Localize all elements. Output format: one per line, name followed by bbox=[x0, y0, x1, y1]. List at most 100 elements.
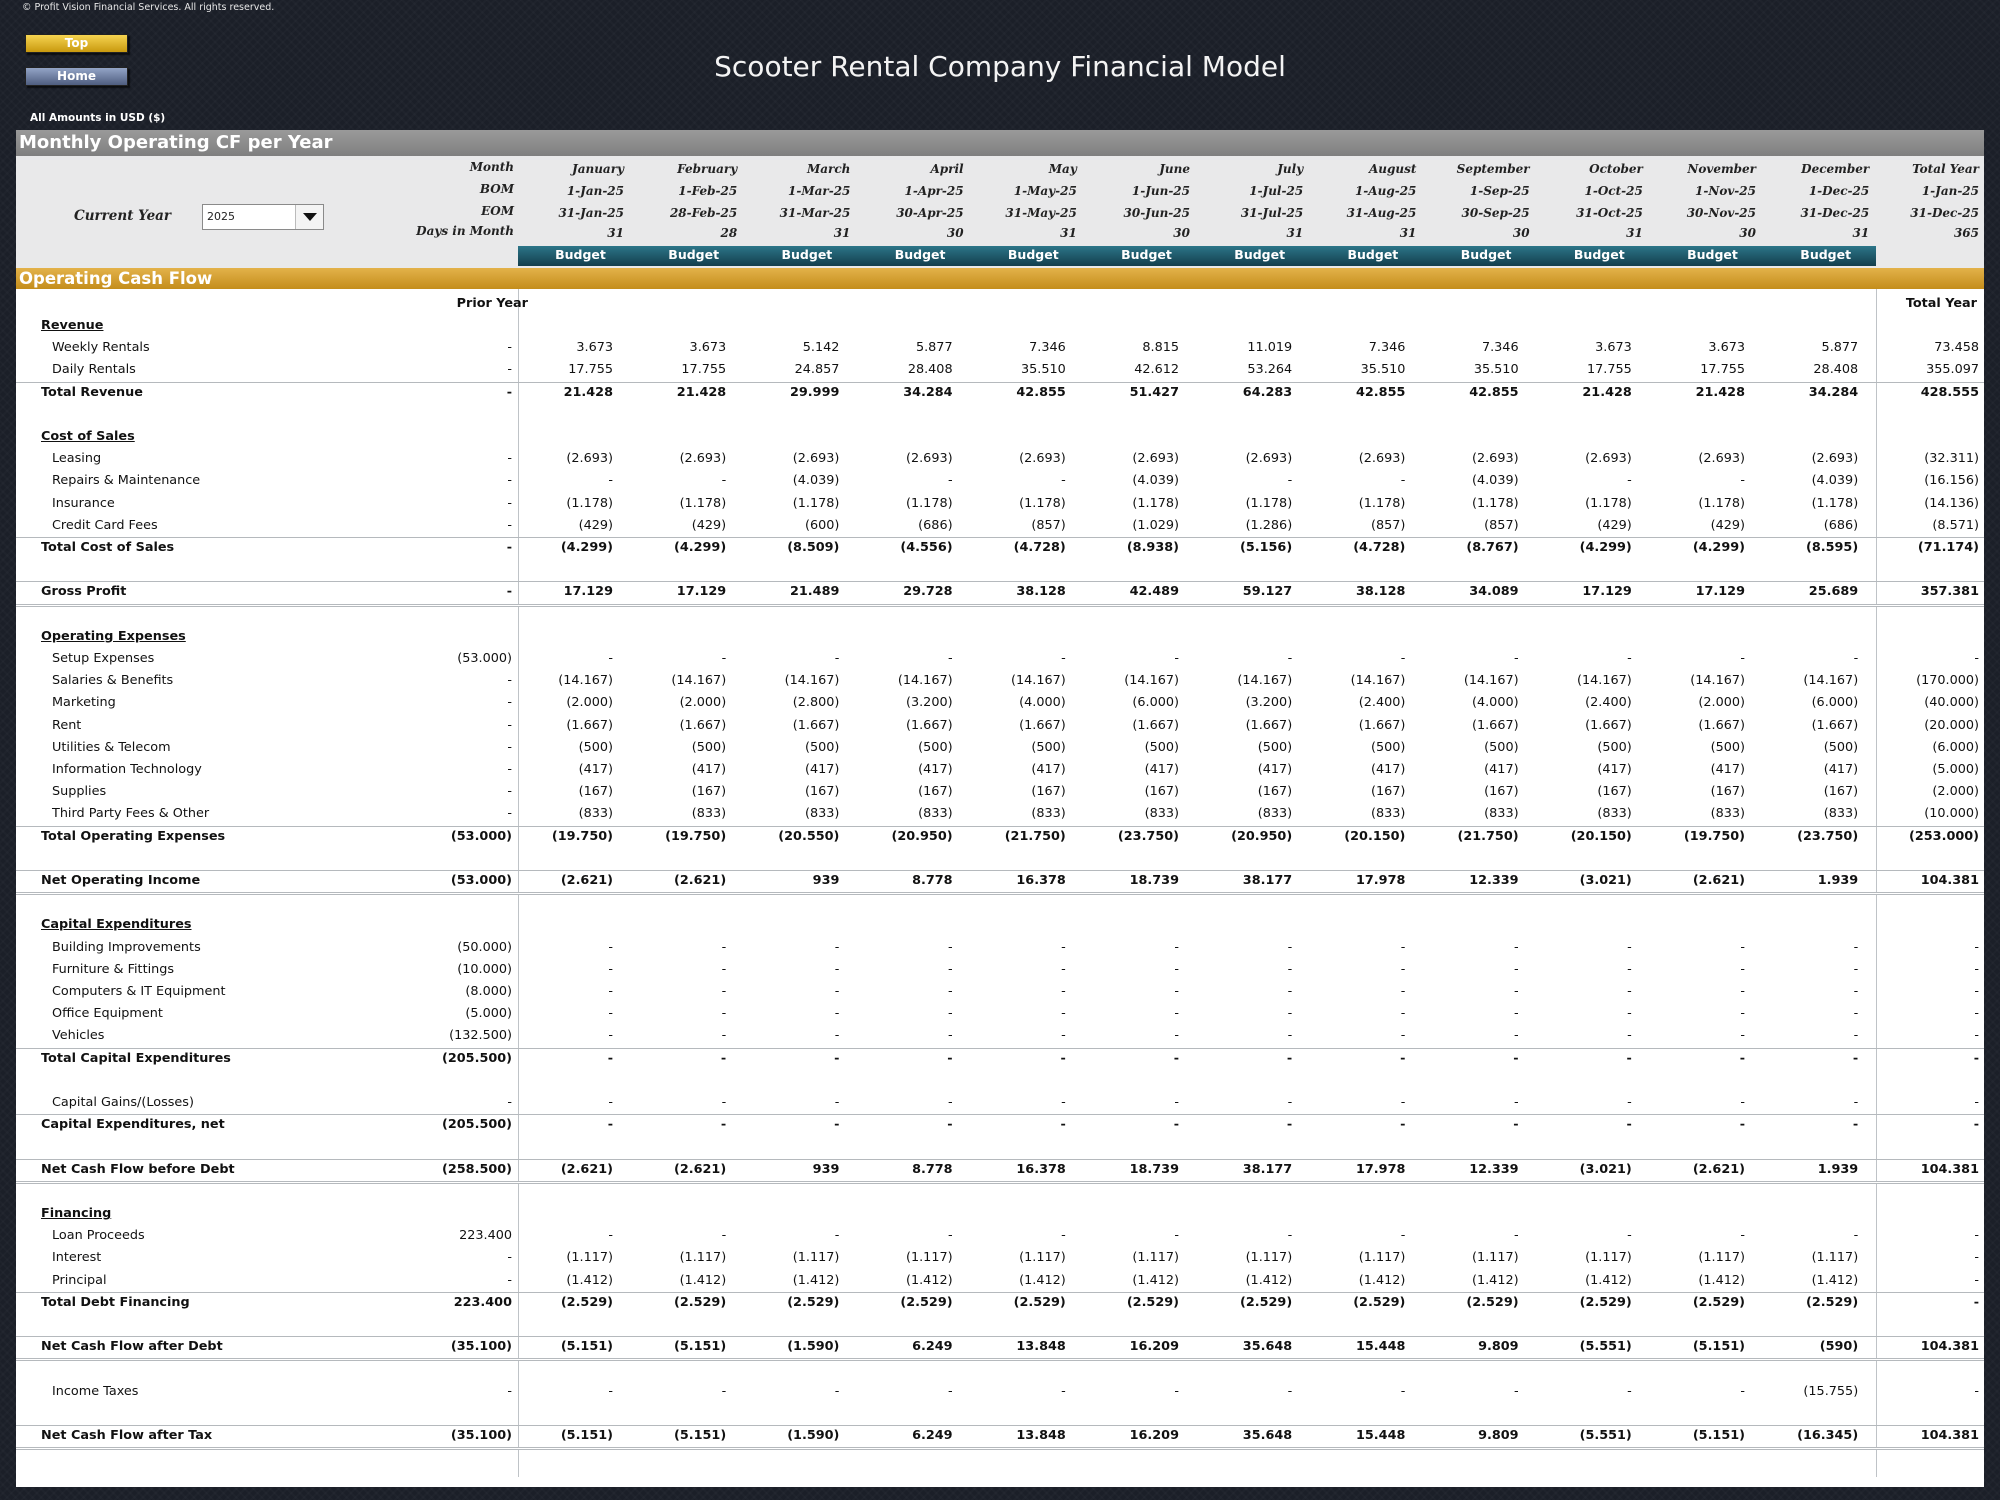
month-value: (2.621) bbox=[674, 1161, 727, 1177]
total-year-value: (32.311) bbox=[1924, 451, 1979, 467]
month-value: 38.177 bbox=[1242, 1161, 1293, 1177]
month-value: 42.855 bbox=[1016, 384, 1066, 400]
total-year-value: (71.174) bbox=[1917, 540, 1979, 555]
month-value: - bbox=[947, 1383, 953, 1399]
total-year-value: (8.571) bbox=[1932, 517, 1979, 533]
month-value: - bbox=[834, 1117, 840, 1133]
month-value: (417) bbox=[1257, 762, 1293, 777]
month-value: (417) bbox=[1144, 762, 1179, 777]
month-value: - bbox=[1853, 1095, 1859, 1110]
month-value: - bbox=[834, 1050, 840, 1066]
month-value: 35.510 bbox=[1021, 362, 1066, 378]
month-value: (1.667) bbox=[566, 717, 613, 733]
month-value: (1.667) bbox=[1245, 717, 1293, 733]
month-value: (2.693) bbox=[1585, 451, 1632, 467]
header-bom: 1-Jul-25 bbox=[1249, 184, 1304, 198]
month-value: (3.021) bbox=[1579, 873, 1632, 888]
month-value: (167) bbox=[1597, 784, 1632, 800]
header-month: October bbox=[1589, 162, 1643, 176]
budget-label: Budget bbox=[1800, 247, 1852, 262]
header-days: 28 bbox=[720, 226, 738, 240]
month-value: (4.728) bbox=[1353, 540, 1406, 555]
month-value: - bbox=[1627, 961, 1632, 977]
month-value: (1.117) bbox=[905, 1250, 953, 1266]
month-value: (1.178) bbox=[1811, 495, 1859, 511]
month-value: (2.529) bbox=[1806, 1294, 1859, 1310]
total-year-value: - bbox=[1974, 651, 1979, 666]
month-value: (2.621) bbox=[1692, 873, 1745, 888]
month-value: (857) bbox=[1484, 517, 1519, 533]
month-value: - bbox=[1740, 1028, 1745, 1044]
row-label: Credit Card Fees bbox=[52, 517, 158, 533]
row-label: Computers & IT Equipment bbox=[52, 984, 226, 999]
current-year-select[interactable]: 2025 bbox=[202, 204, 324, 230]
chevron-down-icon[interactable] bbox=[295, 205, 323, 229]
month-value: (1.412) bbox=[905, 1272, 953, 1288]
prior-year-value: - bbox=[507, 517, 512, 533]
prior-year-value: (50.000) bbox=[457, 939, 512, 955]
header-eom: 31-Jul-25 bbox=[1240, 206, 1304, 220]
row-label: Net Cash Flow after Debt bbox=[41, 1339, 223, 1355]
month-value: - bbox=[1400, 1006, 1406, 1022]
header-bom: 1-Oct-25 bbox=[1584, 184, 1643, 198]
month-value: - bbox=[1174, 961, 1179, 977]
month-value: - bbox=[1740, 1095, 1745, 1110]
header-days: 31 bbox=[1060, 226, 1077, 240]
month-value: 35.648 bbox=[1242, 1428, 1293, 1443]
month-value: - bbox=[1061, 1006, 1066, 1022]
month-value: - bbox=[1513, 939, 1519, 955]
month-value: 15.448 bbox=[1356, 1339, 1406, 1355]
total-year-value: - bbox=[1974, 1028, 1979, 1044]
month-value: - bbox=[947, 939, 953, 955]
month-value: (417) bbox=[1484, 762, 1519, 777]
header-bom: 1-Sep-25 bbox=[1469, 184, 1530, 198]
month-value: - bbox=[947, 1095, 953, 1110]
month-value: - bbox=[1513, 1095, 1519, 1110]
month-value: (1.117) bbox=[1585, 1250, 1632, 1266]
month-value: (3.200) bbox=[905, 695, 953, 711]
month-value: (3.200) bbox=[1245, 695, 1293, 711]
month-value: 18.739 bbox=[1129, 873, 1179, 888]
month-value: (429) bbox=[691, 517, 727, 533]
month-value: - bbox=[1061, 1028, 1066, 1044]
month-value: - bbox=[1061, 1228, 1066, 1244]
row-label: Setup Expenses bbox=[52, 651, 155, 666]
total-year-value: 355.097 bbox=[1926, 362, 1979, 378]
month-value: - bbox=[1173, 1117, 1179, 1133]
total-year-value: - bbox=[1974, 984, 1979, 999]
home-button[interactable]: Home bbox=[25, 67, 128, 86]
month-value: (167) bbox=[1710, 784, 1745, 800]
month-value: - bbox=[1740, 473, 1745, 489]
month-value: (1.178) bbox=[905, 495, 953, 511]
row-label: Net Operating Income bbox=[41, 873, 201, 888]
row-label: Interest bbox=[52, 1250, 102, 1266]
prior-year-value: (205.500) bbox=[442, 1050, 512, 1066]
month-value: (833) bbox=[1710, 806, 1745, 822]
header-bom: 1-Nov-25 bbox=[1695, 184, 1756, 198]
row-label: Office Equipment bbox=[52, 1006, 163, 1022]
prior-year-value: - bbox=[506, 540, 512, 555]
header-month: April bbox=[930, 162, 964, 176]
budget-label: Budget bbox=[1687, 247, 1738, 262]
month-value: - bbox=[1740, 1006, 1745, 1022]
month-value: (1.117) bbox=[792, 1250, 840, 1266]
month-value: 6.249 bbox=[912, 1339, 953, 1355]
month-value: (1.117) bbox=[1019, 1250, 1066, 1266]
header-eom: 31-Mar-25 bbox=[779, 206, 851, 220]
month-value: (833) bbox=[1144, 806, 1179, 822]
month-value: (6.000) bbox=[1811, 695, 1859, 711]
row-label: Net Cash Flow after Tax bbox=[41, 1428, 213, 1443]
column-divider bbox=[1876, 289, 1877, 1477]
prior-year-value: - bbox=[507, 1095, 512, 1110]
prior-year-value: - bbox=[507, 695, 512, 711]
month-value: (14.167) bbox=[1463, 673, 1519, 689]
top-button[interactable]: Top bbox=[25, 34, 128, 53]
row-divider bbox=[16, 1291, 1984, 1293]
month-value: 16.378 bbox=[1016, 873, 1066, 888]
row-label: Marketing bbox=[52, 695, 116, 711]
prior-year-value: (205.500) bbox=[442, 1117, 512, 1133]
month-value: 5.877 bbox=[1821, 340, 1859, 356]
month-value: - bbox=[1513, 961, 1519, 977]
month-value: (1.667) bbox=[1019, 717, 1066, 733]
month-value: 5.877 bbox=[915, 340, 953, 356]
